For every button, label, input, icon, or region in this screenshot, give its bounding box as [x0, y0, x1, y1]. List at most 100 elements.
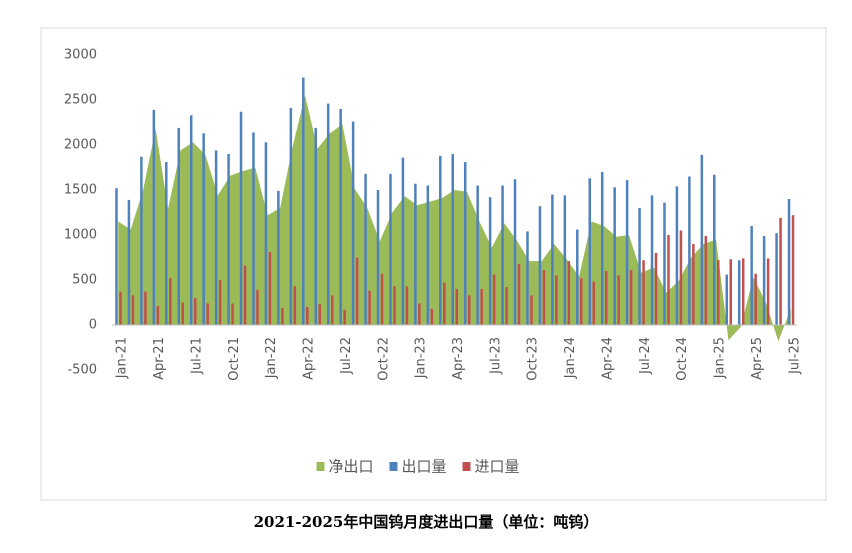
bar — [542, 270, 546, 325]
legend-label: 出口量 — [402, 458, 447, 476]
bar — [679, 230, 683, 325]
bar — [638, 208, 641, 325]
chart-title: 2021-2025年中国钨月度进出口量（单位：吨钨） — [254, 513, 599, 531]
bar — [563, 195, 567, 325]
x-tick-label: Apr-22 — [302, 337, 317, 380]
bar — [156, 306, 160, 325]
x-tick-label: Jul-23 — [488, 337, 503, 375]
x-tick-label: Oct-22 — [376, 337, 391, 381]
bar — [214, 150, 218, 325]
bar — [580, 278, 583, 325]
bar — [625, 180, 629, 325]
bar — [779, 217, 782, 325]
bar — [663, 202, 666, 325]
bar — [567, 261, 571, 325]
bar — [517, 263, 521, 325]
bar — [439, 155, 442, 325]
x-tick-label: Jul-25 — [787, 337, 802, 375]
bar — [476, 185, 479, 325]
bar — [729, 259, 732, 325]
bar — [467, 295, 471, 325]
bar — [629, 270, 633, 325]
bar — [364, 173, 367, 325]
bar — [152, 109, 156, 326]
bar — [642, 260, 645, 325]
bar — [737, 260, 741, 325]
bar — [426, 185, 430, 325]
bar — [355, 257, 359, 325]
bar — [227, 154, 230, 325]
bar — [505, 287, 508, 325]
bar — [717, 260, 720, 325]
x-tick-label: Oct-23 — [526, 337, 541, 381]
bar — [389, 173, 392, 325]
bar — [725, 274, 728, 325]
bar — [206, 303, 209, 325]
x-tick-label: Jan-24 — [563, 337, 578, 379]
bar — [414, 183, 417, 325]
bar — [592, 281, 595, 325]
bar — [119, 291, 122, 325]
legend-swatch — [462, 462, 471, 471]
bar — [750, 226, 753, 325]
bar — [526, 231, 529, 325]
legend-swatch — [389, 462, 398, 471]
bar — [463, 162, 467, 325]
bar — [492, 274, 496, 325]
y-tick-label: 2500 — [64, 93, 97, 108]
x-tick-label: Apr-23 — [451, 337, 466, 380]
bar — [177, 127, 180, 326]
bar — [613, 187, 616, 325]
legend-label: 净出口 — [329, 458, 374, 476]
y-tick-label: -500 — [67, 363, 97, 378]
bar — [617, 275, 620, 325]
bar — [318, 304, 321, 325]
bar — [243, 265, 247, 325]
y-tick-label: 0 — [89, 318, 97, 333]
bar — [281, 307, 284, 325]
bar — [451, 154, 454, 325]
bar — [555, 275, 558, 325]
bar — [189, 115, 193, 325]
x-tick-label: Apr-24 — [600, 337, 615, 380]
bar — [762, 235, 766, 325]
bar — [330, 295, 334, 325]
bar — [252, 132, 255, 325]
x-tick-label: Jan-23 — [414, 337, 429, 379]
bar — [302, 77, 305, 325]
legend-label: 进口量 — [475, 458, 520, 476]
bar — [692, 244, 695, 325]
y-tick-label: 1000 — [64, 228, 97, 243]
bar — [131, 295, 135, 325]
x-tick-label: Jan-22 — [264, 337, 279, 379]
bar — [443, 282, 446, 325]
bar — [380, 273, 384, 325]
x-tick-label: Jul-22 — [339, 337, 354, 375]
x-tick-label: Apr-25 — [750, 337, 765, 380]
bar — [376, 190, 380, 325]
bar — [144, 291, 147, 325]
x-tick-label: Jan-25 — [713, 337, 728, 379]
x-tick-label: Apr-21 — [152, 337, 167, 380]
y-tick-label: 500 — [72, 273, 97, 288]
bar — [650, 195, 654, 325]
bar — [343, 309, 346, 325]
bar — [239, 111, 243, 325]
bar — [401, 157, 405, 325]
bar — [127, 199, 131, 325]
net-export-area — [118, 95, 791, 342]
bar — [326, 103, 330, 325]
bar — [140, 156, 143, 325]
bar — [775, 233, 778, 325]
y-tick-label: 3000 — [64, 48, 97, 63]
x-tick-label: Jan-21 — [115, 337, 130, 379]
bar — [314, 127, 317, 326]
bar — [293, 286, 297, 325]
bar — [165, 162, 168, 325]
bar — [600, 172, 604, 325]
bar — [713, 174, 716, 325]
bar — [688, 176, 691, 325]
bar — [277, 190, 280, 325]
bar — [430, 308, 434, 325]
